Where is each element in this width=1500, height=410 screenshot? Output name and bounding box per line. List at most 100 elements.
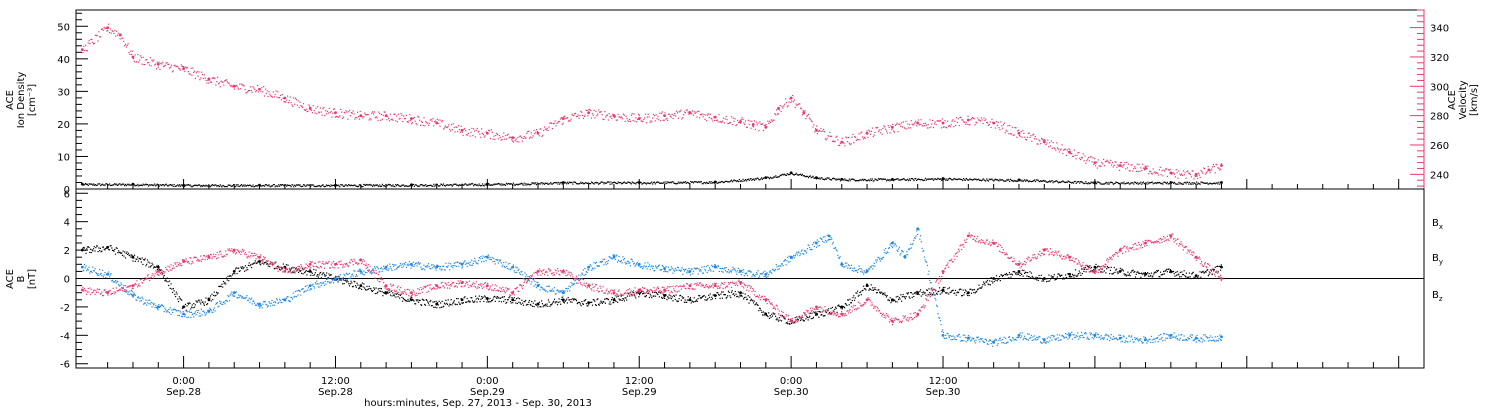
data-dot (249, 265, 251, 267)
data-dot (571, 181, 573, 184)
data-dot (603, 301, 605, 303)
data-dot (227, 275, 229, 277)
data-dot (559, 301, 561, 303)
data-dot (858, 294, 860, 296)
data-dot (1083, 270, 1085, 273)
data-dot (1167, 268, 1169, 270)
data-dot (824, 178, 827, 180)
data-dot (1021, 179, 1023, 181)
data-dot (845, 179, 847, 181)
data-dot (554, 120, 556, 122)
data-dot (559, 182, 562, 184)
data-dot (519, 273, 521, 276)
data-dot (152, 60, 154, 62)
data-dot (373, 185, 376, 187)
data-dot (88, 266, 90, 268)
data-dot (391, 185, 393, 187)
data-dot (633, 182, 635, 184)
data-dot (219, 86, 221, 88)
data-dot (804, 175, 806, 178)
data-dot (419, 262, 421, 264)
data-dot (644, 113, 647, 115)
data-dot (395, 268, 398, 270)
data-dot (946, 127, 948, 129)
data-dot (1032, 180, 1034, 182)
data-dot (803, 113, 805, 115)
data-dot (552, 123, 554, 125)
data-dot (289, 269, 291, 271)
data-dot (1137, 271, 1139, 273)
data-dot (620, 299, 622, 301)
data-dot (333, 279, 335, 281)
data-dot (432, 301, 434, 303)
data-dot (361, 288, 363, 291)
data-dot (167, 281, 169, 283)
data-dot (661, 111, 663, 113)
data-dot (1163, 270, 1165, 273)
data-dot (408, 261, 411, 263)
data-dot (992, 121, 994, 124)
data-dot (473, 184, 476, 186)
data-dot (526, 303, 528, 306)
data-dot (416, 124, 418, 126)
data-dot (175, 66, 177, 68)
data-dot (901, 178, 904, 181)
data-dot (354, 281, 356, 283)
data-dot (1087, 182, 1090, 184)
data-dot (322, 272, 324, 274)
data-dot (225, 283, 227, 285)
data-dot (1199, 176, 1201, 179)
data-dot (1195, 275, 1197, 278)
data-dot (276, 299, 278, 301)
data-dot (253, 262, 255, 264)
data-dot (265, 262, 267, 264)
data-dot (218, 82, 220, 84)
data-dot (285, 300, 287, 302)
data-dot (1118, 182, 1121, 185)
data-dot (646, 290, 648, 292)
data-dot (390, 268, 392, 270)
data-dot (271, 262, 273, 264)
data-dot (339, 115, 341, 117)
data-dot (814, 311, 816, 313)
data-point (739, 291, 742, 295)
data-dot (675, 183, 677, 185)
data-dot (909, 297, 911, 299)
data-dot (463, 297, 465, 299)
data-dot (336, 184, 338, 187)
data-dot (652, 183, 654, 185)
data-dot (313, 287, 316, 289)
data-dot (350, 280, 352, 282)
data-dot (650, 295, 652, 297)
data-dot (339, 274, 341, 276)
data-dot (1009, 178, 1012, 180)
data-dot (622, 113, 624, 115)
data-dot (601, 181, 603, 183)
data-dot (301, 272, 303, 274)
data-dot (751, 120, 753, 122)
data-dot (203, 310, 205, 313)
data-dot (1165, 182, 1167, 184)
data-dot (934, 178, 936, 180)
data-dot (455, 126, 457, 128)
data-dot (144, 258, 146, 260)
data-dot (609, 116, 611, 118)
data-dot (976, 122, 978, 124)
data-dot (1188, 181, 1191, 184)
data-dot (208, 82, 210, 84)
data-dot (371, 184, 373, 186)
data-dot (323, 274, 326, 276)
data-dot (252, 263, 254, 265)
data-dot (912, 178, 914, 180)
data-dot (602, 181, 604, 183)
data-dot (1047, 139, 1049, 141)
data-dot (1002, 275, 1004, 277)
data-dot (743, 298, 745, 300)
data-dot (454, 265, 456, 267)
data-dot (1178, 276, 1181, 278)
data-dot (1155, 172, 1157, 174)
data-dot (1059, 149, 1061, 151)
data-dot (1075, 182, 1077, 184)
data-point (1220, 265, 1223, 269)
data-dot (449, 184, 451, 186)
